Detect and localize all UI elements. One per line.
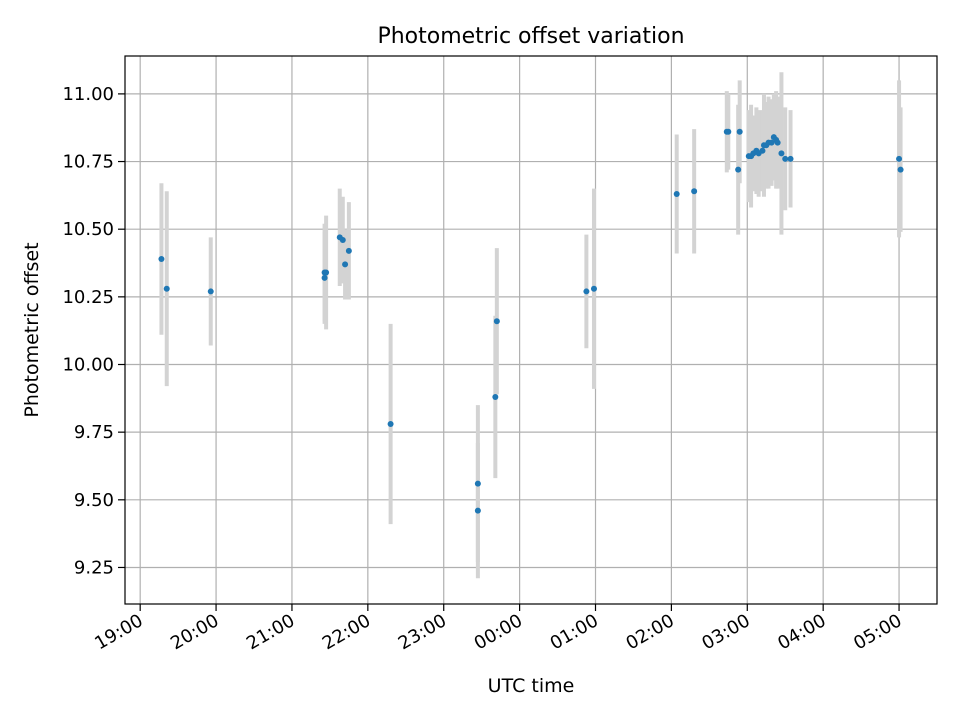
y-tick-label: 9.25 [74, 557, 114, 578]
data-point [590, 285, 597, 292]
data-point [345, 247, 352, 254]
data-point [492, 393, 499, 400]
data-point [339, 237, 346, 244]
x-axis-label: UTC time [488, 675, 575, 697]
data-point [736, 128, 743, 135]
data-point [583, 288, 590, 295]
data-point [782, 155, 789, 162]
data-point [768, 139, 775, 146]
plot-frame [124, 55, 938, 605]
y-tick-label: 10.75 [62, 152, 114, 173]
chart-title: Photometric offset variation [377, 24, 684, 49]
data-point [474, 480, 481, 487]
y-tick-label: 10.25 [62, 287, 114, 308]
data-point [493, 318, 500, 325]
data-point [323, 269, 330, 276]
data-points [158, 128, 904, 514]
y-tick-label: 9.75 [74, 422, 114, 443]
data-point [787, 155, 794, 162]
data-point [673, 191, 680, 198]
data-point [691, 188, 698, 195]
data-point [163, 285, 170, 292]
data-point [207, 288, 214, 295]
data-point [725, 128, 732, 135]
data-point [387, 421, 394, 428]
y-tick-label: 10.50 [62, 219, 114, 240]
data-point [474, 507, 481, 514]
y-tick-label: 10.00 [62, 355, 114, 376]
data-point [778, 150, 785, 157]
data-point [158, 255, 165, 262]
data-point [897, 166, 904, 173]
data-point [321, 274, 328, 281]
y-axis-label: Photometric offset [21, 242, 43, 417]
data-point [342, 261, 349, 268]
data-point [759, 147, 766, 154]
data-point [896, 155, 903, 162]
y-tick-label: 9.50 [74, 490, 114, 511]
data-point [774, 139, 781, 146]
y-tick-label: 11.00 [62, 84, 114, 105]
y-axis-ticks: 9.25 9.50 9.75 10.00 10.25 10.50 10.75 11.00 [62, 84, 125, 578]
data-point [735, 166, 742, 173]
